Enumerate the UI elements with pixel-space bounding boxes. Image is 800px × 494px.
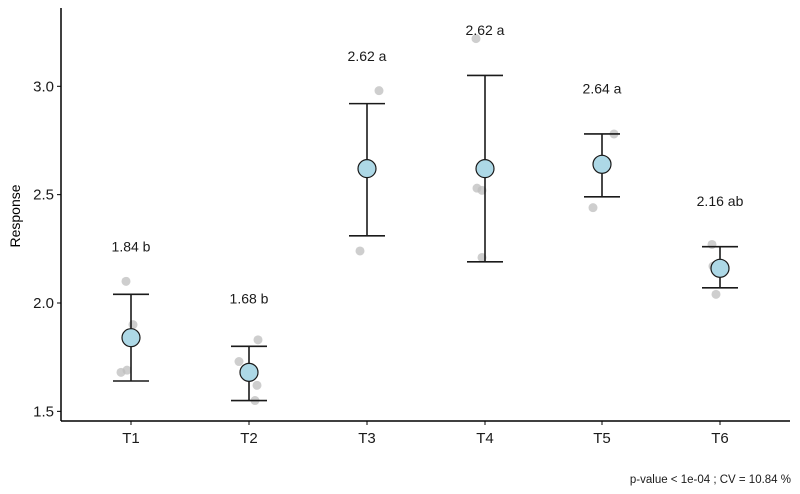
mean-marker-t5 — [592, 154, 612, 174]
raw-point — [711, 289, 721, 299]
caption-pvalue-cv: p-value < 1e-04 ; CV = 10.84 % — [630, 474, 791, 486]
annotation-t4: 2.62 a — [466, 22, 505, 38]
annotation-t3: 2.62 a — [348, 48, 387, 64]
y-tick-label: 2.0 — [33, 295, 54, 312]
mean-markers — [121, 154, 730, 382]
mean-marker-t2 — [239, 362, 259, 382]
mean-marker-t1 — [121, 328, 141, 348]
raw-point — [374, 86, 384, 96]
raw-point — [588, 203, 598, 213]
raw-point — [122, 365, 132, 375]
significance-annotations: 1.84 b 1.68 b 2.62 a 2.62 a 2.64 a 2.16 ab — [112, 22, 744, 307]
annotation-t6: 2.16 ab — [697, 193, 744, 209]
raw-point — [252, 380, 262, 390]
raw-point — [128, 320, 138, 330]
x-tick-label-t6: T6 — [711, 430, 729, 447]
x-tick-label-t2: T2 — [240, 430, 258, 447]
mean-marker-t6 — [710, 258, 730, 278]
x-tick-label-t5: T5 — [593, 430, 611, 447]
y-tick-label: 1.5 — [33, 403, 54, 420]
raw-point — [253, 335, 263, 345]
annotation-t2: 1.68 b — [230, 291, 269, 307]
raw-point — [121, 276, 131, 286]
raw-point — [234, 357, 244, 367]
x-tick-label-t1: T1 — [122, 430, 140, 447]
x-tick-label-t4: T4 — [476, 430, 494, 447]
raw-point — [355, 246, 365, 256]
y-tick-label: 2.5 — [33, 187, 54, 204]
x-tick-label-t3: T3 — [358, 430, 376, 447]
raw-points — [116, 34, 721, 406]
mean-marker-t3 — [357, 159, 377, 179]
raw-point — [471, 34, 481, 44]
y-tick-label: 3.0 — [33, 78, 54, 95]
axes: 1.5 2.0 2.5 3.0 T1 T2 T3 T4 T5 T6 — [33, 8, 790, 447]
error-bars — [113, 74, 738, 402]
y-axis-title: Response — [7, 184, 23, 247]
annotation-t1: 1.84 b — [112, 239, 151, 255]
raw-point — [707, 239, 717, 249]
mean-marker-t4 — [475, 159, 495, 179]
annotation-t5: 2.64 a — [583, 80, 622, 96]
